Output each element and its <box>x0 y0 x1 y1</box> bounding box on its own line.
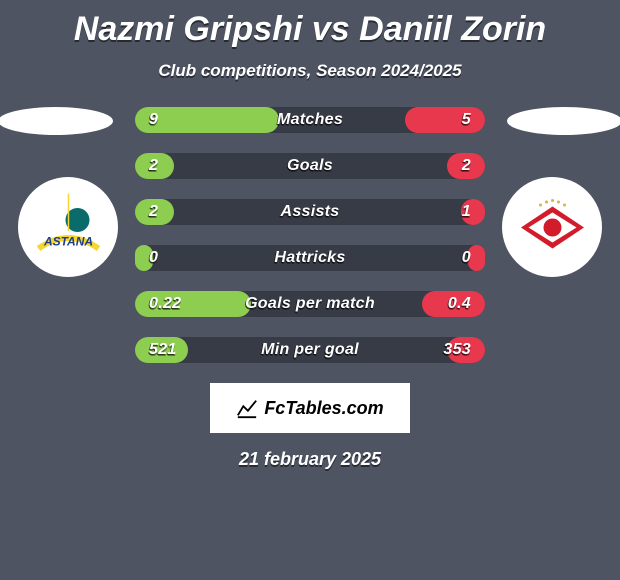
astana-logo-icon: ASTANA <box>31 190 106 265</box>
player1-name: Nazmi Gripshi <box>74 10 303 48</box>
chart-line-icon <box>236 397 258 419</box>
stat-label: Assists <box>135 199 485 225</box>
stat-label: Hattricks <box>135 245 485 271</box>
stat-value-left: 9 <box>149 107 158 133</box>
stat-label: Goals <box>135 153 485 179</box>
brand-text: FcTables.com <box>264 398 383 419</box>
stat-label: Min per goal <box>135 337 485 363</box>
stat-row: Hattricks0 0 <box>135 245 485 271</box>
stat-value-left: 2 <box>149 199 158 225</box>
brand-badge: FcTables.com <box>210 383 410 433</box>
stat-value-right: 0 <box>462 245 471 271</box>
stat-row: Assists2 1 <box>135 199 485 225</box>
team-badge-left: ASTANA <box>18 177 118 277</box>
stat-value-left: 0 <box>149 245 158 271</box>
stat-value-right: 1 <box>462 199 471 225</box>
stat-value-right: 353 <box>443 337 471 363</box>
stat-row: Goals per match0.22 0.4 <box>135 291 485 317</box>
stat-row: Matches9 5 <box>135 107 485 133</box>
stat-value-left: 0.22 <box>149 291 181 317</box>
stat-value-right: 5 <box>462 107 471 133</box>
stat-row: Min per goal521 353 <box>135 337 485 363</box>
stat-value-right: 2 <box>462 153 471 179</box>
vs-text: vs <box>312 10 350 48</box>
subtitle: Club competitions, Season 2024/2025 <box>0 61 620 81</box>
spartak-logo-icon <box>515 190 590 265</box>
stat-value-right: 0.4 <box>448 291 471 317</box>
stat-row: Goals2 2 <box>135 153 485 179</box>
team-badge-right <box>502 177 602 277</box>
stat-bars: Matches95Goals22Assists21Hattricks00Goal… <box>135 107 485 363</box>
comparison-panel: ASTANA Matches95Goals22Assists21Hattrick… <box>0 107 620 363</box>
player2-name: Daniil Zorin <box>359 10 546 48</box>
ellipse-right <box>507 107 620 135</box>
stat-label: Goals per match <box>135 291 485 317</box>
stat-value-left: 521 <box>149 337 177 363</box>
svg-text:ASTANA: ASTANA <box>42 234 92 248</box>
page-title: Nazmi Gripshi vs Daniil Zorin <box>0 0 620 49</box>
stat-value-left: 2 <box>149 153 158 179</box>
stat-label: Matches <box>135 107 485 133</box>
ellipse-left <box>0 107 113 135</box>
date-text: 21 february 2025 <box>0 449 620 470</box>
